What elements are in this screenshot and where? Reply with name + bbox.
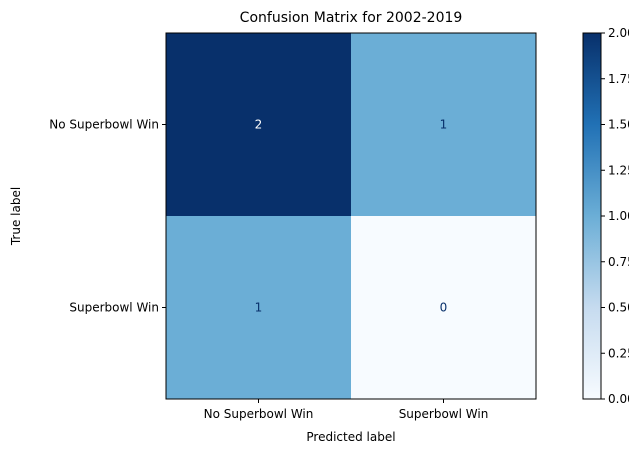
heatmap-cells	[166, 33, 536, 399]
y-axis-label: True label	[9, 187, 23, 246]
cell-value-label: 1	[440, 118, 448, 132]
x-tick-label: No Superbowl Win	[204, 407, 314, 421]
cell-value-label: 2	[255, 118, 263, 132]
colorbar-tick-label: 1.75	[608, 72, 629, 86]
heatmap-cell	[166, 216, 351, 399]
heatmap-cell	[351, 33, 536, 216]
chart-title: Confusion Matrix for 2002-2019	[240, 10, 463, 26]
cell-value-labels: 2 1 1 0	[255, 118, 448, 315]
colorbar-tick-label: 0.00	[608, 392, 629, 406]
y-axis-ticks: No Superbowl Win Superbowl Win	[49, 118, 166, 315]
heatmap-cell	[351, 216, 536, 399]
colorbar-tick-label: 1.25	[608, 163, 629, 177]
heatmap-cell	[166, 33, 351, 216]
x-axis-ticks: No Superbowl Win Superbowl Win	[204, 399, 489, 421]
y-tick-label: Superbowl Win	[69, 301, 159, 315]
plot-frame	[165, 32, 537, 400]
colorbar	[582, 32, 602, 400]
cell-value-label: 0	[440, 301, 448, 315]
colorbar-tick-label: 2.00	[608, 26, 629, 40]
colorbar-tick-label: 0.50	[608, 301, 629, 315]
colorbar-tick-label: 1.00	[608, 209, 629, 223]
y-tick-label: No Superbowl Win	[49, 118, 159, 132]
colorbar-tick-label: 0.75	[608, 255, 629, 269]
x-axis-label: Predicted label	[306, 430, 395, 444]
cell-value-label: 1	[255, 301, 263, 315]
colorbar-tick-label: 0.25	[608, 346, 629, 360]
colorbar-tick-label: 1.50	[608, 118, 629, 132]
x-tick-label: Superbowl Win	[399, 407, 489, 421]
colorbar-ticks: 0.00 0.25 0.50 0.75 1.00 1.25 1.50 1.75 2.00	[601, 26, 629, 406]
